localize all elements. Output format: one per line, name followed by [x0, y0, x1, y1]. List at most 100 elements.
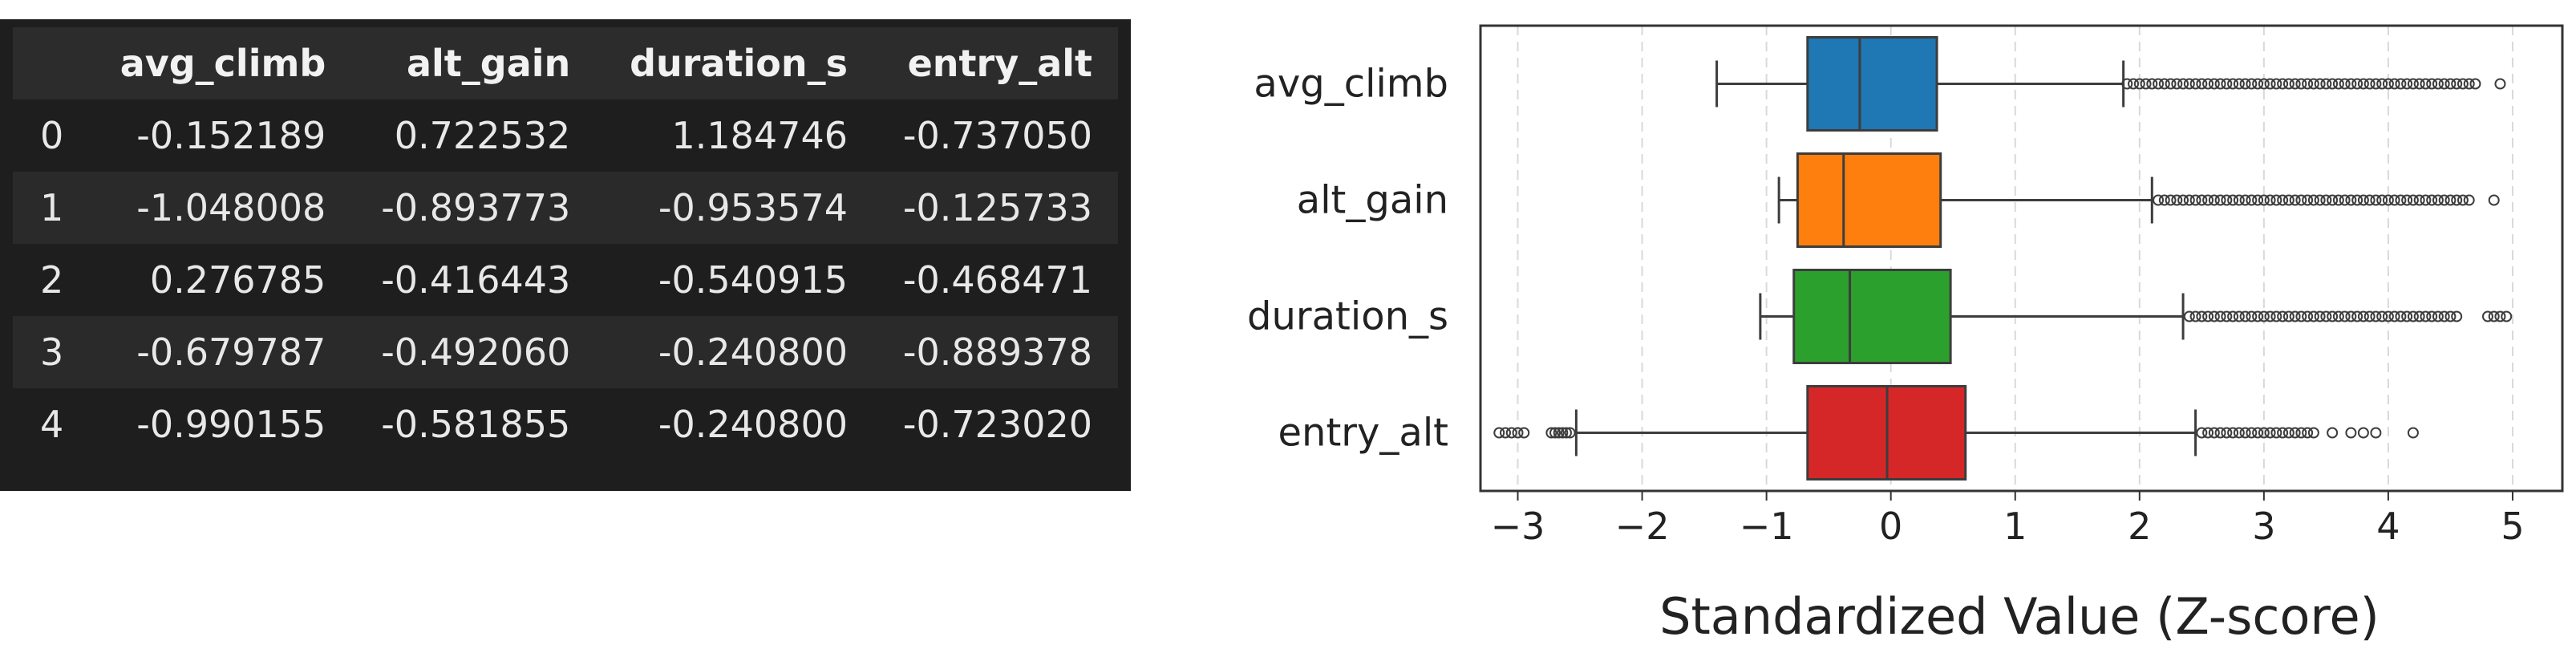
outlier-point	[2339, 310, 2351, 322]
outlier-point	[2270, 310, 2282, 322]
outlier-point	[1500, 427, 1512, 439]
outlier-point	[2413, 310, 2425, 322]
outlier-point	[2401, 78, 2413, 90]
outlier-point	[2214, 194, 2226, 206]
outlier-point	[2420, 78, 2432, 90]
outlier-point	[2239, 427, 2251, 439]
outlier-point	[2202, 78, 2214, 90]
outlier-point	[1545, 427, 1557, 439]
outlier-point	[2501, 310, 2513, 322]
y-category-label: avg_climb	[1254, 62, 1448, 107]
outlier-point	[2351, 310, 2363, 322]
outlier-point	[2420, 310, 2432, 322]
outlier-point	[2196, 310, 2208, 322]
outlier-point	[2133, 78, 2145, 90]
outlier-point	[2128, 78, 2140, 90]
table-row: 0 -0.152189 0.722532 1.184746 -0.737050	[13, 99, 1118, 172]
x-tick-label: 3	[2252, 505, 2275, 548]
row-index: 3	[40, 330, 64, 374]
outlier-point	[2320, 78, 2332, 90]
outlier-point	[2289, 427, 2301, 439]
column-header-avg-climb: avg_climb	[119, 42, 326, 85]
outlier-point	[2252, 310, 2264, 322]
outlier-point	[2426, 194, 2438, 206]
outlier-point	[2351, 78, 2363, 90]
outlier-point	[2227, 310, 2239, 322]
outlier-point	[2327, 427, 2339, 439]
outlier-point	[2233, 78, 2245, 90]
table-cell: -0.953574	[658, 186, 848, 229]
table-cell: -0.416443	[381, 258, 571, 302]
outlier-point	[2332, 78, 2344, 90]
outlier-point	[2363, 78, 2376, 90]
outlier-point	[2438, 78, 2450, 90]
outlier-point	[2444, 310, 2457, 322]
column-header-alt-gain: alt_gain	[407, 42, 571, 85]
outlier-point	[2146, 78, 2158, 90]
outlier-point	[2208, 78, 2220, 90]
outlier-point	[2327, 78, 2339, 90]
outlier-point	[2277, 427, 2289, 439]
outlier-point	[2252, 427, 2264, 439]
table-cell: -0.540915	[658, 258, 848, 302]
outlier-point	[1553, 427, 1565, 439]
outlier-point	[1560, 427, 1572, 439]
outlier-point	[2401, 194, 2413, 206]
outlier-point	[2227, 78, 2239, 90]
outlier-point	[2314, 194, 2326, 206]
table-row: 1 -1.048008 -0.893773 -0.953574 -0.12573…	[13, 172, 1118, 244]
outlier-point	[2264, 310, 2276, 322]
y-axis-category-labels: avg_climb alt_gain duration_s entry_alt	[1247, 62, 1448, 456]
outlier-point	[2395, 78, 2407, 90]
x-tick-label: −2	[1615, 505, 1670, 548]
outlier-point	[2388, 194, 2400, 206]
y-category-label: entry_alt	[1278, 411, 1448, 456]
outlier-point	[2246, 310, 2258, 322]
table-cell: 0.722532	[394, 114, 571, 157]
column-header-entry-alt: entry_alt	[907, 42, 1092, 85]
table-cell: -0.679787	[136, 330, 326, 374]
outlier-point	[2388, 78, 2400, 90]
outlier-point	[2438, 310, 2450, 322]
outlier-point	[2208, 310, 2220, 322]
table-row: 2 0.276785 -0.416443 -0.540915 -0.468471	[13, 244, 1118, 316]
x-tick-label: 5	[2501, 505, 2524, 548]
table-cell: -0.240800	[658, 330, 848, 374]
outlier-point	[2282, 78, 2295, 90]
outlier-point	[1564, 427, 1576, 439]
x-gridlines	[1517, 26, 2513, 491]
outlier-point	[2444, 78, 2457, 90]
outlier-point	[2183, 78, 2195, 90]
x-tick-label: 1	[2003, 505, 2027, 548]
outlier-point	[2239, 194, 2251, 206]
outlier-point	[2451, 310, 2463, 322]
outlier-point	[2153, 194, 2165, 206]
outlier-point	[2289, 194, 2301, 206]
outlier-point	[2438, 194, 2450, 206]
row-index: 1	[40, 186, 64, 229]
x-axis-ticks: −3 −2 −1 0 1 2 3 4 5	[1491, 491, 2525, 548]
boxplot-chart: −3 −2 −1 0 1 2 3 4 5 avg_climb alt_gain duration_s…	[1247, 24, 2564, 646]
outlier-point	[2332, 310, 2344, 322]
outlier-point	[2376, 310, 2388, 322]
outlier-point	[2407, 310, 2419, 322]
outlier-point	[2494, 78, 2506, 90]
outlier-point	[1557, 427, 1569, 439]
outlier-point	[2221, 310, 2233, 322]
outlier-point	[2252, 194, 2264, 206]
outlier-point	[2302, 194, 2314, 206]
table-cell: -0.893773	[381, 186, 571, 229]
outlier-point	[2302, 427, 2314, 439]
outlier-point	[2363, 310, 2376, 322]
outlier-point	[2165, 78, 2177, 90]
outlier-point	[2327, 310, 2339, 322]
outlier-point	[2494, 310, 2506, 322]
outlier-point	[2457, 78, 2469, 90]
outlier-point	[2183, 310, 2195, 322]
outlier-point	[2171, 194, 2183, 206]
outlier-point	[2426, 78, 2438, 90]
x-tick-label: 4	[2376, 505, 2400, 548]
outlier-point	[2339, 78, 2351, 90]
iqr-box	[1806, 36, 1938, 132]
outlier-point	[2246, 427, 2258, 439]
